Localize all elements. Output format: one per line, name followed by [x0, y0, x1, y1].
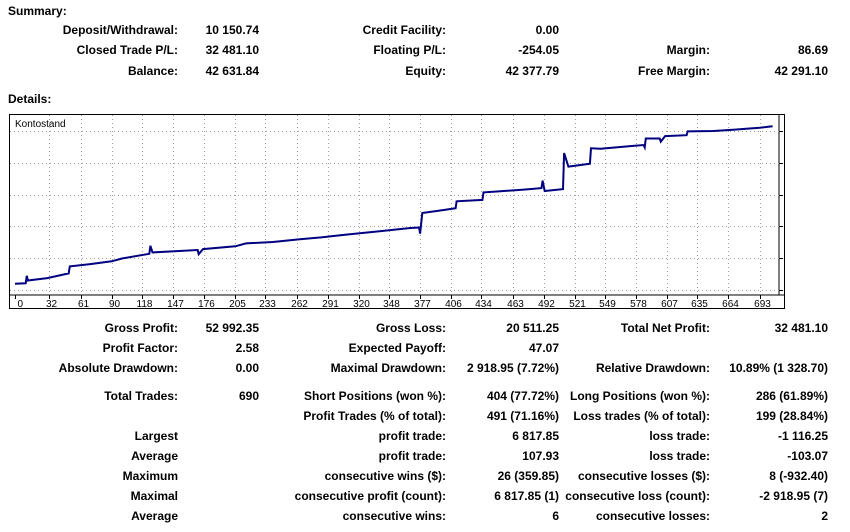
stat-row-maximum-label: Maximum — [122, 469, 178, 483]
max-consecutive-losses-label: consecutive losses ($): — [577, 469, 710, 483]
average-consecutive-wins-label: consecutive wins: — [342, 509, 446, 523]
x-tick-label: 549 — [599, 299, 616, 309]
gross-loss-value: 20 511.25 — [506, 321, 559, 335]
max-consecutive-wins-label: consecutive wins ($): — [324, 469, 446, 483]
x-tick-label: 320 — [353, 299, 370, 309]
absolute-drawdown-label: Absolute Drawdown: — [58, 361, 178, 375]
balance-series-line — [14, 125, 773, 285]
stat-row-maximal-label: Maximal — [130, 489, 178, 503]
x-tick-label: 463 — [507, 299, 524, 309]
relative-drawdown-value: 10.89% (1 328.70) — [729, 361, 828, 375]
largest-profit-trade-value: 6 817.85 — [512, 429, 559, 443]
short-positions-value: 404 (77.72%) — [486, 389, 559, 403]
short-positions-label: Short Positions (won %): — [304, 389, 446, 403]
deposit-withdrawal-label: Deposit/Withdrawal: — [62, 23, 178, 37]
largest-loss-trade-label: loss trade: — [649, 429, 710, 443]
gross-loss-label: Gross Loss: — [375, 321, 446, 335]
average-loss-trade-value: -103.07 — [787, 449, 828, 463]
x-tick-label: 348 — [383, 299, 400, 309]
total-trades-label: Total Trades: — [104, 389, 178, 403]
relative-drawdown-label: Relative Drawdown: — [595, 361, 710, 375]
maximal-consecutive-profit-value: 6 817.85 (1) — [494, 489, 559, 503]
average-consecutive-losses-label: consecutive losses: — [595, 509, 710, 523]
stat-row-largest-label: Largest — [134, 429, 178, 443]
x-tick-label: 693 — [754, 299, 771, 309]
closed-trade-pl-label: Closed Trade P/L: — [76, 43, 178, 57]
x-tick-label: 176 — [198, 299, 215, 309]
maximal-consecutive-profit-label: consecutive profit (count): — [294, 489, 446, 503]
details-heading: Details: — [8, 92, 52, 106]
x-tick-label: 521 — [569, 299, 586, 309]
floating-pl-value: -254.05 — [518, 43, 559, 57]
average-consecutive-wins-value: 6 — [552, 509, 559, 523]
margin-value: 86.69 — [797, 43, 828, 57]
chart-title: Kontostand — [15, 119, 66, 130]
x-tick-label: 434 — [475, 299, 492, 309]
free-margin-label: Free Margin: — [637, 64, 710, 78]
credit-facility-value: 0.00 — [535, 23, 559, 37]
largest-loss-trade-value: -1 116.25 — [777, 429, 828, 443]
maximal-consecutive-loss-value: -2 918.95 (7) — [759, 489, 828, 503]
x-tick-label: 578 — [630, 299, 647, 309]
balance-chart-svg: 0 32 61 90 118 147 176 205 233 262 291 320 348 377 406… — [9, 114, 785, 309]
x-tick-label: 406 — [445, 299, 462, 309]
max-consecutive-wins-value: 26 (359.85) — [497, 469, 559, 483]
gross-profit-label: Gross Profit: — [104, 321, 178, 335]
gross-profit-value: 52 992.35 — [205, 321, 259, 335]
balance-value: 42 631.84 — [205, 64, 259, 78]
deposit-withdrawal-value: 10 150.74 — [205, 23, 259, 37]
x-tick-label: 0 — [18, 299, 24, 309]
equity-label: Equity: — [405, 64, 446, 78]
loss-trades-label: Loss trades (% of total): — [573, 409, 710, 423]
expected-payoff-value: 47.07 — [528, 341, 559, 355]
x-tick-label: 492 — [538, 299, 555, 309]
maximal-drawdown-value: 2 918.95 (7.72%) — [466, 361, 559, 375]
long-positions-value: 286 (61.89%) — [755, 389, 828, 403]
x-tick-label: 32 — [46, 299, 58, 309]
summary-heading: Summary: — [8, 4, 67, 18]
floating-pl-label: Floating P/L: — [373, 43, 446, 57]
average-profit-trade-value: 107.93 — [522, 449, 559, 463]
x-tick-label: 607 — [661, 299, 678, 309]
chart-frame — [9, 114, 785, 309]
maximal-drawdown-label: Maximal Drawdown: — [330, 361, 446, 375]
profit-factor-value: 2.58 — [235, 341, 259, 355]
margin-label: Margin: — [666, 43, 710, 57]
profit-trades-label: Profit Trades (% of total): — [303, 409, 446, 423]
loss-trades-value: 199 (28.84%) — [755, 409, 828, 423]
average-loss-trade-label: loss trade: — [649, 449, 710, 463]
profit-factor-label: Profit Factor: — [102, 341, 178, 355]
total-net-profit-label: Total Net Profit: — [620, 321, 710, 335]
profit-trades-value: 491 (71.16%) — [486, 409, 559, 423]
free-margin-value: 42 291.10 — [774, 64, 828, 78]
average-consecutive-losses-value: 2 — [821, 509, 828, 523]
absolute-drawdown-value: 0.00 — [235, 361, 259, 375]
x-tick-label: 205 — [229, 299, 246, 309]
expected-payoff-label: Expected Payoff: — [348, 341, 446, 355]
x-tick-label: 377 — [414, 299, 431, 309]
x-tick-label: 262 — [291, 299, 308, 309]
x-tick-label: 61 — [78, 299, 90, 309]
x-tick-label: 664 — [722, 299, 739, 309]
maximal-consecutive-loss-label: consecutive loss (count): — [565, 489, 710, 503]
x-tick-label: 291 — [322, 299, 339, 309]
largest-profit-trade-label: profit trade: — [378, 429, 446, 443]
average-profit-trade-label: profit trade: — [378, 449, 446, 463]
x-tick-label: 635 — [691, 299, 708, 309]
credit-facility-label: Credit Facility: — [362, 23, 446, 37]
x-tick-label: 233 — [259, 299, 276, 309]
closed-trade-pl-value: 32 481.10 — [205, 43, 259, 57]
total-trades-value: 690 — [238, 389, 259, 403]
long-positions-label: Long Positions (won %): — [570, 389, 710, 403]
x-tick-label: 147 — [167, 299, 184, 309]
equity-value: 42 377.79 — [505, 64, 559, 78]
balance-chart: 0 32 61 90 118 147 176 205 233 262 291 320 348 377 406… — [9, 114, 785, 309]
balance-label: Balance: — [127, 64, 178, 78]
stat-row-average-consecutive-label: Average — [131, 509, 178, 523]
total-net-profit-value: 32 481.10 — [774, 321, 828, 335]
x-tick-label: 90 — [109, 299, 121, 309]
stat-row-average-label: Average — [131, 449, 178, 463]
max-consecutive-losses-value: 8 (-932.40) — [769, 469, 828, 483]
x-tick-label: 118 — [137, 299, 153, 309]
